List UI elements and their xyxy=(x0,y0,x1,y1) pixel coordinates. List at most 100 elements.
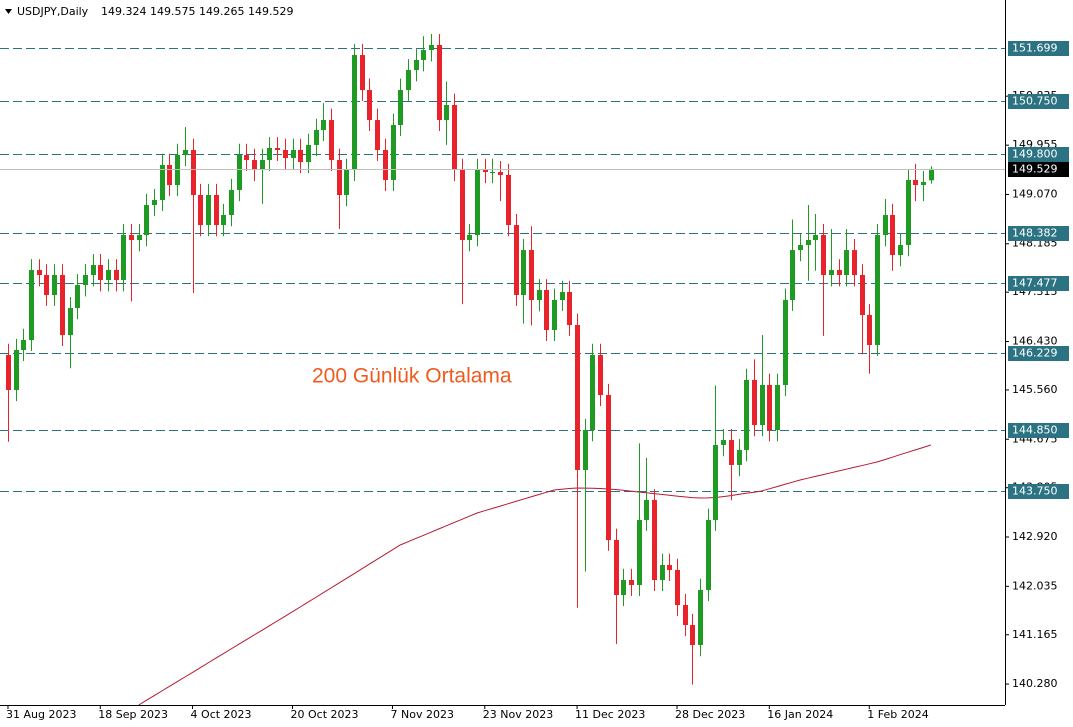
candle-body xyxy=(37,270,42,275)
candle-body xyxy=(314,130,319,145)
candle-body xyxy=(890,215,895,255)
candle-body xyxy=(414,59,419,71)
candle-body xyxy=(583,430,588,470)
menu-arrow xyxy=(5,9,12,14)
candle-body xyxy=(544,290,549,331)
candle-body xyxy=(614,540,619,595)
x-tick-label: 16 Jan 2024 xyxy=(767,708,833,721)
candle-body xyxy=(91,265,96,275)
candle-body xyxy=(560,292,565,301)
candle-body xyxy=(391,124,396,181)
candle-body xyxy=(114,270,119,281)
candle-body xyxy=(690,625,695,646)
candle-body xyxy=(252,160,257,170)
candle-body xyxy=(667,565,672,570)
candle-body xyxy=(75,285,80,309)
candle-body xyxy=(867,314,872,346)
candle-body xyxy=(129,235,134,241)
y-tick-label: 142.035 xyxy=(1012,579,1058,592)
candle-body xyxy=(306,144,311,163)
x-tick-label: 23 Nov 2023 xyxy=(483,708,553,721)
candle-body xyxy=(506,175,511,226)
candle-body xyxy=(144,205,149,235)
annotation: 200 Günlük Ortalama xyxy=(312,365,512,388)
level-label-box xyxy=(1008,423,1069,438)
candle-body xyxy=(852,250,857,275)
x-tick-label: 1 Feb 2024 xyxy=(867,708,928,721)
x-tick-label: 18 Sep 2023 xyxy=(98,708,168,721)
candle-body xyxy=(744,379,749,451)
candle-body xyxy=(837,270,842,275)
candle-body xyxy=(460,169,465,241)
candle-body xyxy=(913,180,918,186)
y-tick-label: 141.165 xyxy=(1012,628,1058,641)
candle-body xyxy=(360,55,365,91)
candle-body xyxy=(713,444,718,521)
candle-body xyxy=(844,250,849,275)
moving-average-line xyxy=(138,444,931,705)
candle-body xyxy=(875,235,880,346)
y-tick-label: 142.920 xyxy=(1012,530,1058,543)
candle-body xyxy=(298,150,303,163)
candle-body xyxy=(590,355,595,431)
level-label: 151.699 xyxy=(1012,42,1058,55)
candle-body xyxy=(721,440,726,445)
x-tick-label: 7 Nov 2023 xyxy=(391,708,454,721)
level-label: 149.800 xyxy=(1012,148,1058,161)
header-high: 149.575 xyxy=(150,5,196,18)
candle-body xyxy=(806,240,811,246)
candle-body xyxy=(98,265,103,281)
candle-body xyxy=(383,150,388,181)
candle-body xyxy=(275,147,280,151)
candle-body xyxy=(829,270,834,275)
y-tick-label: 145.560 xyxy=(1012,383,1058,396)
candle-body xyxy=(198,195,203,226)
candle-body xyxy=(244,155,249,161)
level-label-box xyxy=(1008,346,1069,361)
candle-body xyxy=(752,379,757,425)
candle-body xyxy=(452,104,457,170)
current-price-label: 149.529 xyxy=(1012,163,1058,176)
candle-body xyxy=(921,182,926,186)
candle-body xyxy=(537,290,542,301)
candle-body xyxy=(883,215,888,235)
candle-body xyxy=(652,500,657,581)
candle-body xyxy=(406,70,411,91)
level-label: 147.477 xyxy=(1012,277,1058,290)
candle-body xyxy=(483,169,488,173)
candle-body xyxy=(6,355,11,391)
candle-body xyxy=(737,450,742,465)
y-tick-label: 149.070 xyxy=(1012,187,1058,200)
level-label: 150.750 xyxy=(1012,95,1058,108)
candle-body xyxy=(644,500,649,521)
candle-body xyxy=(68,308,73,336)
candle-body xyxy=(321,120,326,131)
candle-body xyxy=(267,147,272,161)
candle-body xyxy=(775,385,780,431)
candle-body xyxy=(598,355,603,396)
candle-body xyxy=(260,160,265,170)
candle-body xyxy=(783,300,788,386)
candle-body xyxy=(44,274,49,295)
candle-body xyxy=(367,90,372,121)
candle-body xyxy=(760,385,765,425)
level-label-box xyxy=(1008,484,1069,499)
candle-body xyxy=(191,150,196,196)
candle-body xyxy=(160,164,165,201)
y-tick-label: 140.280 xyxy=(1012,677,1058,690)
candle-body xyxy=(375,120,380,151)
candle-body xyxy=(14,350,19,391)
x-tick-label: 4 Oct 2023 xyxy=(191,708,252,721)
candle-body xyxy=(683,605,688,626)
candle-body xyxy=(798,245,803,251)
candle-body xyxy=(21,339,26,351)
candle-body xyxy=(767,385,772,431)
candle-body xyxy=(660,565,665,581)
y-tick-label: 146.430 xyxy=(1012,334,1058,347)
candle-body xyxy=(229,189,234,216)
candle-body xyxy=(29,270,34,340)
candle-body xyxy=(629,580,634,586)
candle-body xyxy=(821,235,826,275)
